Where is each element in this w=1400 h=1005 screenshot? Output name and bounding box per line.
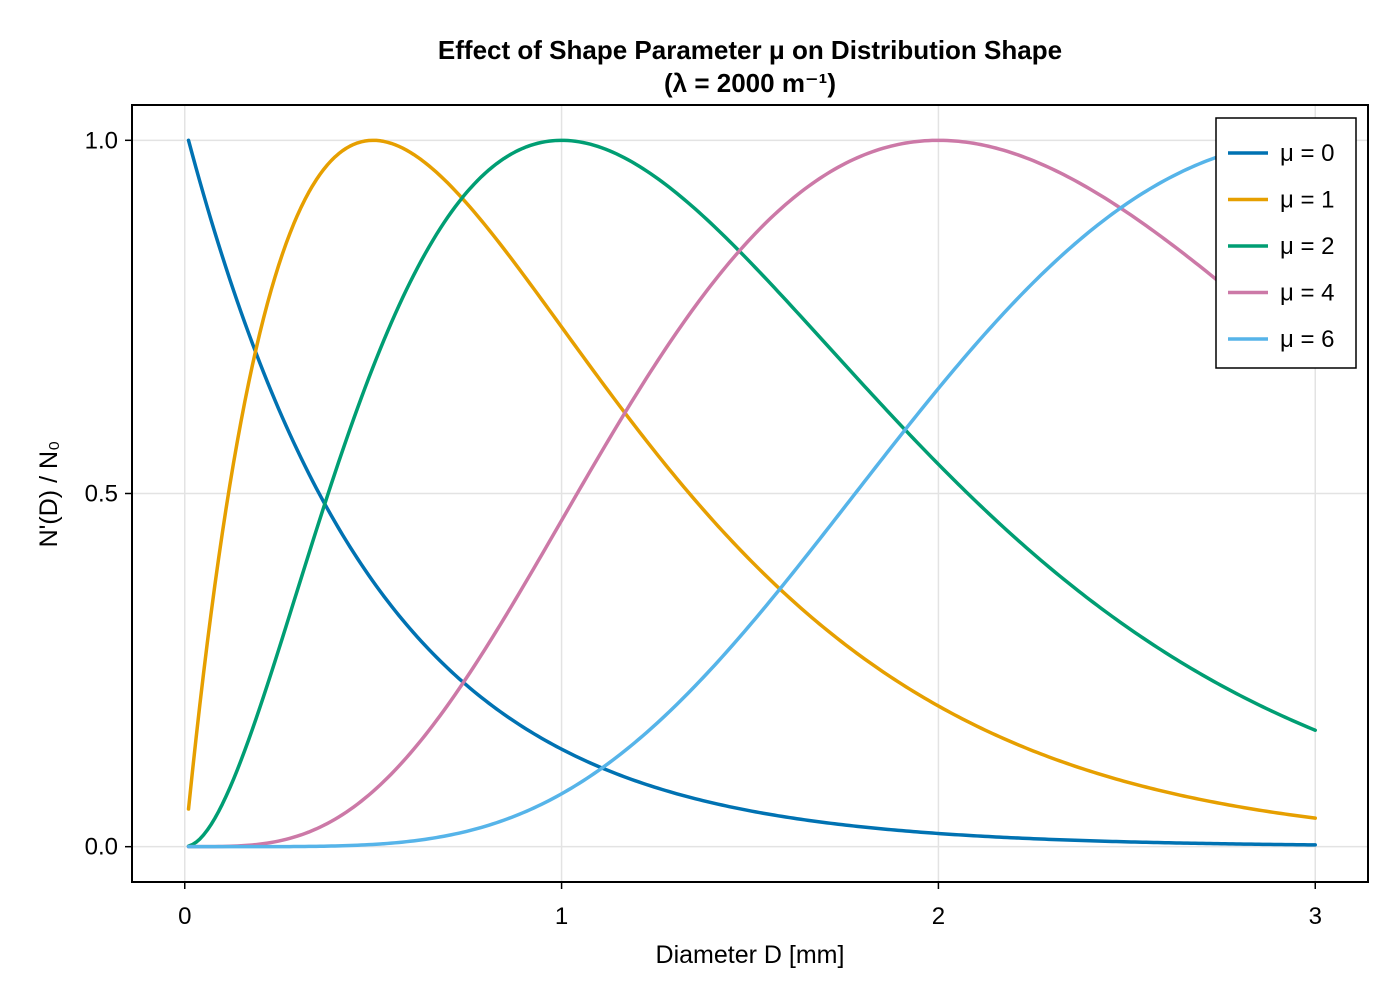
x-tick-label: 0 (178, 903, 191, 930)
y-tick-label: 0.5 (85, 481, 118, 508)
legend-box (1215, 117, 1357, 369)
y-axis-label: N'(D) / N₀ (35, 441, 63, 548)
legend-label-mu-0: μ = 0 (1280, 140, 1335, 167)
series-line-mu-1 (186, 138, 1317, 820)
x-tick-label: 1 (555, 903, 568, 930)
legend-label-mu-2: μ = 2 (1280, 233, 1335, 260)
legend-label-mu-1: μ = 1 (1280, 187, 1335, 214)
x-axis-ticks: 0 1 2 3 (178, 882, 1322, 930)
legend-label-mu-6: μ = 6 (1280, 326, 1335, 353)
series-line-mu-4 (186, 138, 1317, 849)
chart-subtitle: (λ = 2000 m⁻¹) (664, 68, 836, 98)
series-line-mu-6 (186, 138, 1317, 849)
series-line-mu-0 (186, 138, 1317, 847)
legend-label-mu-4: μ = 4 (1280, 280, 1335, 307)
plot-series-group (186, 138, 1317, 849)
y-axis-ticks: 0.0 0.5 1.0 (85, 127, 132, 861)
x-axis-label: Diameter D [mm] (656, 941, 845, 969)
chart-title: Effect of Shape Parameter μ on Distribut… (438, 35, 1062, 65)
x-tick-label: 3 (1309, 903, 1322, 930)
series-line-mu-2 (186, 138, 1317, 848)
x-tick-label: 2 (932, 903, 945, 930)
legend: μ = 0 μ = 1 μ = 2 μ = 4 μ = 6 (1215, 117, 1357, 369)
y-tick-label: 0.0 (85, 834, 118, 861)
y-tick-label: 1.0 (85, 127, 118, 154)
